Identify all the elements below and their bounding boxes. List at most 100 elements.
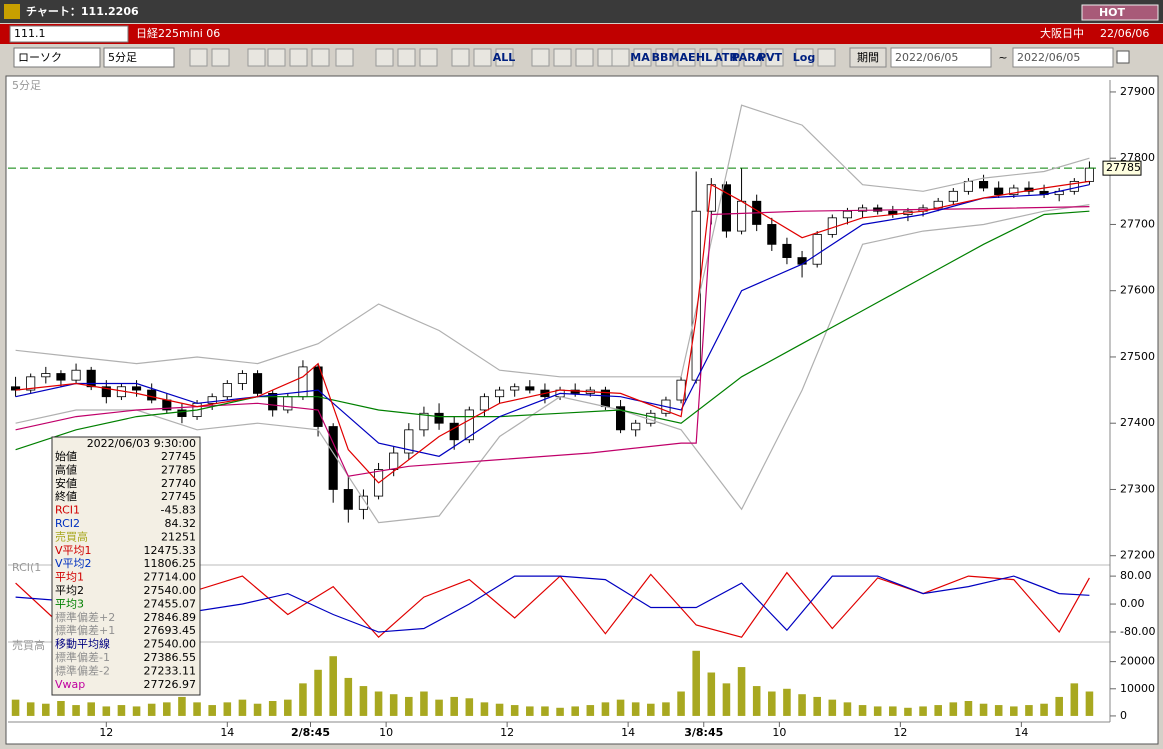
y-tick-label: -80.00 <box>1120 625 1155 638</box>
toolbar-icon[interactable] <box>611 48 630 67</box>
volume-bar <box>359 686 368 716</box>
icon-label: Log <box>793 51 815 64</box>
y-tick-label: 27600 <box>1120 284 1155 297</box>
candle-body <box>510 386 520 391</box>
info-label: 安値 <box>55 476 77 490</box>
candle-body <box>1084 167 1094 182</box>
info-label: Vwap <box>55 678 85 691</box>
y-tick-label: 20000 <box>1120 655 1155 668</box>
toolbar-icon[interactable] <box>247 48 266 67</box>
candle-body <box>71 369 81 381</box>
candle-body <box>343 489 353 510</box>
hot-button[interactable] <box>1081 4 1159 21</box>
toolbar-icon[interactable] <box>495 48 514 67</box>
info-value: 27846.89 <box>144 611 197 624</box>
series-line <box>15 104 1090 378</box>
volume-bar <box>102 706 111 716</box>
toolbar-icon[interactable] <box>531 48 550 67</box>
toolbar-icon[interactable] <box>473 48 492 67</box>
session: 大阪日中 <box>1040 26 1084 40</box>
toolbar-icon[interactable] <box>633 48 652 67</box>
volume-bar <box>1055 696 1063 716</box>
from-date-text: 2022/06/05 <box>895 51 958 64</box>
toolbar-icon[interactable] <box>655 48 674 67</box>
volume-bar <box>268 701 277 716</box>
toolbar-icon[interactable] <box>677 48 696 67</box>
toolbar-icon[interactable] <box>451 48 470 67</box>
to-date[interactable] <box>1012 47 1114 68</box>
panel-label: 売買高 <box>12 638 45 652</box>
toolbar-icon[interactable] <box>335 48 354 67</box>
toolbar-icon[interactable] <box>699 48 718 67</box>
toolbar-icon[interactable] <box>553 48 572 67</box>
y-tick-label: 0 <box>1120 709 1127 722</box>
last-price-label: 27785 <box>1106 161 1141 174</box>
volume-bar <box>873 706 882 716</box>
toolbar-icon[interactable] <box>765 48 784 67</box>
info-value: 27455.07 <box>144 597 197 610</box>
candle-body <box>11 386 21 391</box>
toolbar-icon[interactable] <box>189 48 208 67</box>
chart-type-combo[interactable] <box>13 47 101 68</box>
series-line <box>15 184 1090 457</box>
volume-bar <box>420 691 428 716</box>
candle-body <box>525 386 535 391</box>
period-button[interactable] <box>849 47 887 68</box>
x-tick-label: 12 <box>500 726 514 739</box>
volume-bar <box>541 706 549 716</box>
candle-body <box>616 406 626 431</box>
candle-body <box>797 257 807 265</box>
volume-bar <box>586 705 595 716</box>
tilde: ~ <box>998 51 1007 64</box>
volume-bar <box>889 706 897 716</box>
toolbar-icon[interactable] <box>289 48 308 67</box>
info-label: 標準偏差-2 <box>55 663 110 677</box>
symbol-combo[interactable] <box>9 25 129 43</box>
info-label: 売買高 <box>55 529 88 543</box>
candle-body <box>41 373 51 378</box>
candle-body <box>631 422 641 431</box>
x-tick-label: 14 <box>1014 726 1028 739</box>
volume-bar <box>647 703 655 716</box>
toolbar-icon[interactable] <box>795 48 814 67</box>
volume-bar <box>1040 703 1048 716</box>
toolbar-icon[interactable] <box>721 48 740 67</box>
info-value: 27386.55 <box>144 651 197 664</box>
volume-bar <box>389 694 398 716</box>
toolbar-icon[interactable] <box>419 48 438 67</box>
info-value: 27233.11 <box>144 664 197 677</box>
volume-bar <box>147 703 156 716</box>
candle-body <box>207 396 217 404</box>
toolbar-icon[interactable] <box>211 48 230 67</box>
candle-body <box>464 409 474 441</box>
toolbar-icon[interactable] <box>575 48 594 67</box>
volume-bar <box>26 702 35 716</box>
volume-bar <box>253 703 262 716</box>
checkbox[interactable] <box>1116 50 1130 64</box>
toolbar-icon[interactable] <box>311 48 330 67</box>
series-line <box>15 204 1090 524</box>
icon-label: ATR <box>714 51 738 64</box>
from-date[interactable] <box>890 47 992 68</box>
volume-bar <box>193 702 201 716</box>
info-value: 27745 <box>161 450 196 463</box>
candle-body <box>237 373 247 384</box>
toolbar-icon[interactable] <box>375 48 394 67</box>
toolbar-icon[interactable] <box>267 48 286 67</box>
candle-body <box>842 210 852 219</box>
toolbar-icon[interactable] <box>743 48 762 67</box>
interval-combo[interactable] <box>103 47 175 68</box>
volume-bar <box>344 677 353 716</box>
volume-bar <box>979 703 988 716</box>
volume-bar <box>299 683 307 716</box>
candle-body <box>495 389 505 398</box>
volume-bar <box>904 707 912 716</box>
toolbar-icon[interactable] <box>397 48 416 67</box>
toolbar-icon[interactable] <box>817 48 836 67</box>
volume-bar <box>858 705 867 716</box>
x-tick-label: 3/8:45 <box>684 726 723 739</box>
volume-bar <box>87 702 95 716</box>
candle-body <box>26 376 36 391</box>
x-tick-label: 2/8:45 <box>291 726 330 739</box>
